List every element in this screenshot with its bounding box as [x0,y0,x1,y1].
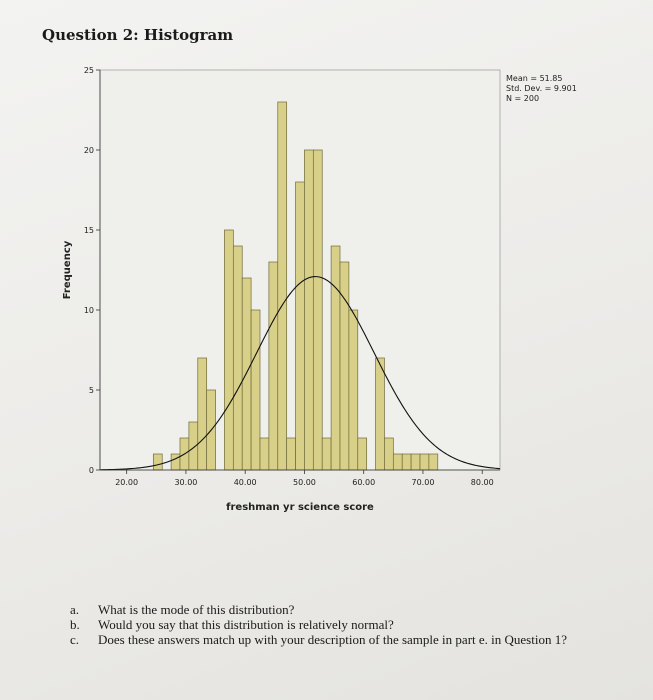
histogram-bar [428,453,439,471]
x-tick-label: 70.00 [412,478,435,487]
x-axis-label: freshman yr science score [226,502,374,513]
question-list: a. What is the mode of this distribution… [70,602,630,647]
histogram-bar [339,261,350,471]
histogram-bar [286,437,296,471]
question-b: b. Would you say that this distribution … [70,617,630,632]
histogram-bar [401,453,412,471]
question-marker: a. [70,602,80,617]
histogram-bar [152,453,163,471]
question-text: What is the mode of this distribution? [98,602,295,617]
question-text: Does these answers match up with your de… [98,632,567,647]
y-tick-label: 15 [84,226,94,235]
y-tick-label: 25 [84,66,94,75]
histogram-bar [357,437,368,471]
question-text: Would you say that this distribution is … [98,617,394,632]
histogram-bar [392,453,403,471]
question-c: c. Does these answers match up with your… [70,632,630,647]
histogram-bar [384,437,394,471]
y-axis-label: Frequency [62,240,73,299]
stats-n: N = 200 [506,94,539,103]
y-axis: 0 5 10 15 20 25 [84,66,101,475]
histogram-chart: 0 5 10 15 20 25 20.00 30.00 40.00 50.00 60.00 70.0… [62,66,577,513]
question-marker: c. [70,632,80,647]
histogram-bar [241,277,252,471]
y-tick-label: 20 [84,146,94,155]
histogram-bar [232,245,243,471]
histogram-bar [410,453,421,471]
y-tick-label: 10 [84,306,94,315]
stats-std-dev: Std. Dev. = 9.901 [506,84,577,93]
question-marker: b. [70,617,80,632]
histogram-bar [224,229,234,471]
histogram-bar [312,149,323,471]
x-tick-label: 30.00 [174,478,197,487]
x-tick-label: 40.00 [234,478,257,487]
x-tick-label: 60.00 [352,478,375,487]
histogram-bar [348,309,359,471]
histogram-bar [197,357,208,471]
question-a: a. What is the mode of this distribution… [70,602,630,617]
x-tick-label: 50.00 [293,478,316,487]
histogram-bar [188,421,199,471]
stats-box: Mean = 51.85 Std. Dev. = 9.901 N = 200 [506,74,577,103]
histogram-bar [170,453,181,471]
histogram-bar [375,357,385,471]
x-axis: 20.00 30.00 40.00 50.00 60.00 70.00 80.00 [100,469,500,487]
x-tick-label: 20.00 [115,478,138,487]
histogram-bar [295,181,305,471]
normal-curve [99,276,501,471]
histogram-bar [419,453,430,471]
x-tick-label: 80.00 [471,478,494,487]
histogram-bar [268,261,279,471]
y-tick-label: 5 [89,386,94,395]
histogram-bar [321,437,332,471]
histogram-bars [152,101,439,471]
page-title: Question 2: Histogram [42,26,234,44]
y-tick-label: 0 [89,466,94,475]
histogram-bar [304,149,314,471]
stats-mean: Mean = 51.85 [506,74,563,83]
histogram-bar [277,101,288,471]
histogram-bar [259,437,270,471]
histogram-bar [330,245,341,471]
histogram-bar [250,309,261,471]
